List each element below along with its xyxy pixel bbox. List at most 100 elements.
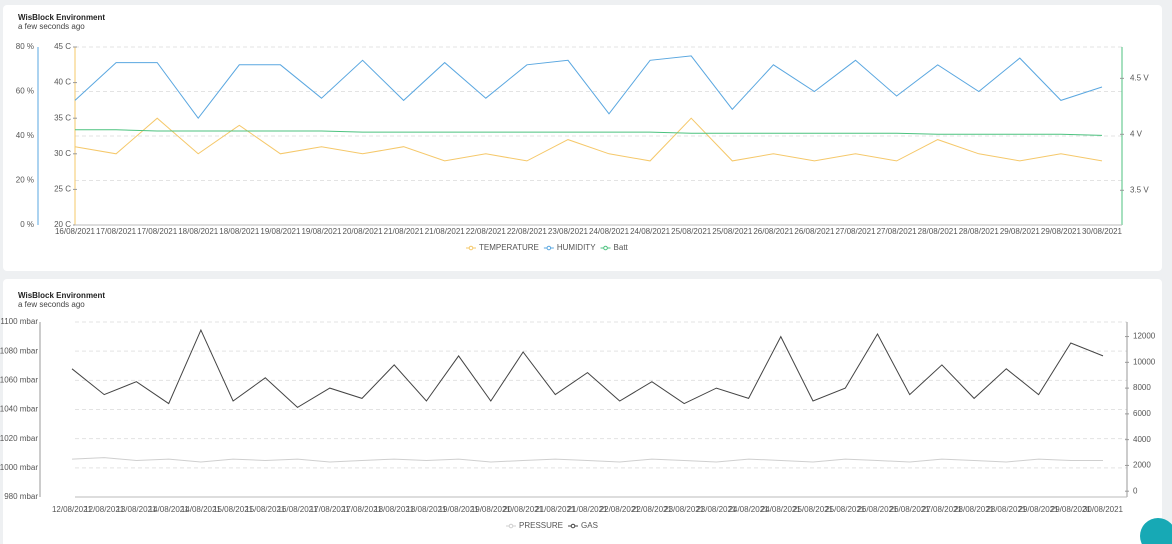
y2-tick-label: 10000 xyxy=(1133,357,1156,366)
chart-title: WisBlock Environment xyxy=(18,13,105,22)
x-tick-label: 18/08/2021 xyxy=(406,505,447,514)
y3-tick-label: 3.5 V xyxy=(1130,185,1149,194)
y-tick-label: 60 % xyxy=(16,87,34,96)
y2-tick-label: 4000 xyxy=(1133,435,1151,444)
x-tick-label: 12/08/2021 xyxy=(84,505,125,514)
series-line xyxy=(75,129,1103,136)
x-tick-label: 27/08/2021 xyxy=(835,227,876,236)
x-tick-label: 15/08/2021 xyxy=(213,505,254,514)
x-tick-label: 16/08/2021 xyxy=(278,505,319,514)
y-tick-label: 40 % xyxy=(16,131,34,140)
y-tick-label: 1000 mbar xyxy=(0,463,38,472)
x-tick-label: 29/08/2021 xyxy=(1041,227,1082,236)
x-tick-label: 21/08/2021 xyxy=(384,227,425,236)
y-tick-label: 80 % xyxy=(16,42,34,51)
y-tick-label: 1060 mbar xyxy=(0,375,38,384)
card xyxy=(3,5,1162,271)
x-tick-label: 26/08/2021 xyxy=(753,227,794,236)
y2-tick-label: 45 C xyxy=(54,42,71,51)
y2-tick-label: 0 xyxy=(1133,486,1138,495)
x-tick-label: 21/08/2021 xyxy=(535,505,576,514)
legend-dot xyxy=(570,523,576,529)
y-tick-label: 1100 mbar xyxy=(0,317,38,326)
x-tick-label: 29/08/2021 xyxy=(1051,505,1092,514)
x-tick-label: 24/08/2021 xyxy=(761,505,802,514)
card xyxy=(3,279,1162,544)
x-tick-label: 26/08/2021 xyxy=(857,505,898,514)
y3-tick-label: 4 V xyxy=(1130,129,1143,138)
x-tick-label: 26/08/2021 xyxy=(890,505,931,514)
x-tick-label: 25/08/2021 xyxy=(793,505,834,514)
x-tick-label: 21/08/2021 xyxy=(567,505,608,514)
y2-tick-label: 25 C xyxy=(54,185,71,194)
x-tick-label: 25/08/2021 xyxy=(712,227,753,236)
x-tick-label: 19/08/2021 xyxy=(301,227,342,236)
x-tick-label: 17/08/2021 xyxy=(96,227,137,236)
x-tick-label: 23/08/2021 xyxy=(548,227,589,236)
chart-subtitle: a few seconds ago xyxy=(18,300,85,309)
legend-dot xyxy=(468,245,474,251)
x-tick-label: 29/08/2021 xyxy=(1000,227,1041,236)
series-line xyxy=(71,457,1103,463)
x-tick-label: 27/08/2021 xyxy=(877,227,918,236)
legend-label: HUMIDITY xyxy=(557,243,596,252)
x-tick-label: 19/08/2021 xyxy=(471,505,512,514)
y-tick-label: 1080 mbar xyxy=(0,346,38,355)
chart-title: WisBlock Environment xyxy=(18,291,105,300)
x-tick-label: 14/08/2021 xyxy=(181,505,222,514)
x-tick-label: 27/08/2021 xyxy=(922,505,963,514)
x-tick-label: 30/08/2021 xyxy=(1083,505,1124,514)
y2-tick-label: 12000 xyxy=(1133,332,1156,341)
x-tick-label: 24/08/2021 xyxy=(589,227,630,236)
y2-tick-label: 8000 xyxy=(1133,383,1151,392)
x-tick-label: 18/08/2021 xyxy=(374,505,415,514)
legend-label: PRESSURE xyxy=(519,521,563,530)
y2-tick-label: 6000 xyxy=(1133,409,1151,418)
y-tick-label: 0 % xyxy=(20,220,34,229)
x-tick-label: 20/08/2021 xyxy=(343,227,384,236)
x-tick-label: 22/08/2021 xyxy=(600,505,641,514)
y2-tick-label: 35 C xyxy=(54,113,71,122)
x-tick-label: 24/08/2021 xyxy=(729,505,770,514)
x-tick-label: 22/08/2021 xyxy=(632,505,673,514)
legend-dot xyxy=(508,523,514,529)
x-tick-label: 23/08/2021 xyxy=(664,505,705,514)
x-tick-label: 15/08/2021 xyxy=(245,505,286,514)
x-tick-label: 28/08/2021 xyxy=(959,227,1000,236)
y-tick-label: 1020 mbar xyxy=(0,434,38,443)
x-tick-label: 28/08/2021 xyxy=(918,227,959,236)
y-tick-label: 1040 mbar xyxy=(0,405,38,414)
legend-label: GAS xyxy=(581,521,598,530)
x-tick-label: 21/08/2021 xyxy=(425,227,466,236)
x-tick-label: 22/08/2021 xyxy=(507,227,548,236)
x-tick-label: 14/08/2021 xyxy=(149,505,190,514)
y2-tick-label: 30 C xyxy=(54,149,71,158)
y2-tick-label: 2000 xyxy=(1133,461,1151,470)
x-tick-label: 17/08/2021 xyxy=(342,505,383,514)
x-tick-label: 13/08/2021 xyxy=(116,505,157,514)
x-tick-label: 16/08/2021 xyxy=(55,227,96,236)
x-tick-label: 25/08/2021 xyxy=(671,227,712,236)
legend-dot xyxy=(603,245,608,251)
x-tick-label: 18/08/2021 xyxy=(219,227,260,236)
chart-subtitle: a few seconds ago xyxy=(18,22,85,31)
x-tick-label: 23/08/2021 xyxy=(696,505,737,514)
legend-label: TEMPERATURE xyxy=(479,243,539,252)
chat-button[interactable] xyxy=(1140,518,1172,544)
x-tick-label: 30/08/2021 xyxy=(1082,227,1123,236)
x-tick-label: 22/08/2021 xyxy=(466,227,507,236)
y2-tick-label: 40 C xyxy=(54,78,71,87)
x-tick-label: 26/08/2021 xyxy=(794,227,835,236)
x-tick-label: 28/08/2021 xyxy=(986,505,1027,514)
x-tick-label: 19/08/2021 xyxy=(260,227,301,236)
series-line xyxy=(74,117,1103,162)
y3-tick-label: 4.5 V xyxy=(1130,73,1149,82)
x-tick-label: 17/08/2021 xyxy=(137,227,178,236)
x-tick-label: 24/08/2021 xyxy=(630,227,671,236)
x-tick-label: 18/08/2021 xyxy=(178,227,219,236)
y2-tick-label: 20 C xyxy=(54,220,71,229)
legend-label: Batt xyxy=(614,243,629,252)
y-tick-label: 20 % xyxy=(16,176,34,185)
